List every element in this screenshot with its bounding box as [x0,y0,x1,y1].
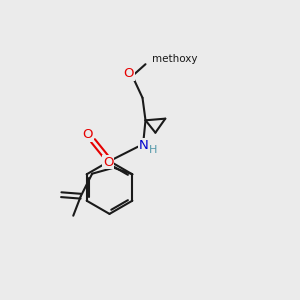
Text: methoxy: methoxy [152,54,198,64]
Text: H: H [149,145,157,155]
Text: O: O [103,156,114,169]
Text: O: O [124,67,134,80]
Text: N: N [139,139,148,152]
Text: O: O [82,128,93,141]
